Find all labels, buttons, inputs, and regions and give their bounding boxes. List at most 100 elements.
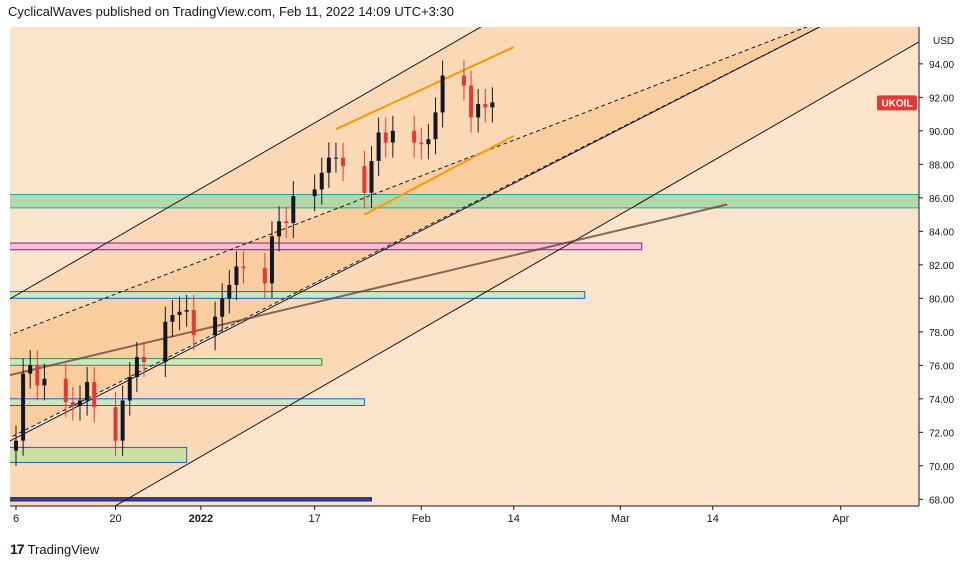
candle bbox=[241, 251, 246, 284]
y-tick-label: 70.00 bbox=[929, 462, 954, 473]
candle-body bbox=[213, 316, 218, 336]
candle bbox=[220, 283, 225, 332]
y-tick-label: 82.00 bbox=[929, 261, 954, 272]
candle-body bbox=[461, 75, 466, 86]
candle-body bbox=[85, 382, 90, 401]
candle-body bbox=[21, 373, 26, 441]
candle-body bbox=[433, 112, 438, 140]
y-tick-label: 72.00 bbox=[929, 428, 954, 439]
y-tick-label: 92.00 bbox=[929, 93, 954, 104]
candle-body bbox=[419, 142, 424, 145]
candle-body bbox=[262, 268, 267, 284]
candle-body bbox=[333, 157, 338, 159]
y-tick-label: 76.00 bbox=[929, 361, 954, 372]
candle bbox=[326, 142, 331, 188]
candle bbox=[120, 385, 125, 456]
y-tick-label: 74.00 bbox=[929, 395, 954, 406]
candle-body bbox=[42, 378, 47, 386]
last-price-tag: UKOIL bbox=[877, 95, 917, 111]
candle-body bbox=[227, 284, 232, 299]
candle bbox=[483, 88, 488, 123]
symbol-label: UKOIL bbox=[881, 98, 912, 109]
candle-body bbox=[191, 310, 196, 336]
candle bbox=[85, 366, 90, 416]
support-zone-4 bbox=[10, 398, 365, 407]
candle bbox=[63, 363, 68, 418]
candle bbox=[469, 70, 474, 133]
candle-body bbox=[35, 365, 40, 386]
candle bbox=[383, 117, 388, 158]
candle-body bbox=[326, 157, 331, 173]
brand-name: TradingView bbox=[27, 541, 100, 557]
candle-body bbox=[177, 311, 182, 316]
line-upper-mid bbox=[10, 27, 808, 336]
candle bbox=[476, 88, 481, 133]
candle bbox=[70, 387, 75, 421]
x-tick-label: 14 bbox=[707, 513, 719, 525]
candle bbox=[319, 157, 324, 205]
candle-body bbox=[92, 382, 97, 408]
candle-body bbox=[291, 196, 296, 223]
line-outer-upper bbox=[10, 27, 482, 300]
candle bbox=[490, 87, 495, 123]
support-zone-1 bbox=[10, 242, 643, 251]
candle-body bbox=[369, 160, 374, 193]
y-tick-label: 88.00 bbox=[929, 160, 954, 171]
line-lower-mid bbox=[10, 27, 820, 442]
candle-body bbox=[141, 356, 146, 362]
x-tick-label: 14 bbox=[508, 513, 520, 525]
y-tick-label: 94.00 bbox=[929, 60, 954, 71]
x-tick-label: Apr bbox=[832, 513, 849, 525]
candle bbox=[177, 296, 182, 331]
candle-body bbox=[113, 407, 118, 441]
candle-body bbox=[341, 157, 346, 167]
candle-body bbox=[284, 221, 289, 223]
candle-body bbox=[476, 104, 481, 118]
candle bbox=[35, 350, 40, 401]
candle bbox=[184, 294, 189, 327]
price-chart[interactable]: 68.00 70.00 72.00 74.00 76.00 78.00 80.00 82.00… bbox=[0, 0, 977, 530]
candle-body bbox=[163, 321, 168, 362]
candle-body bbox=[234, 266, 239, 285]
x-tick-label: 17 bbox=[309, 513, 321, 525]
candle-body bbox=[70, 402, 75, 406]
candle bbox=[376, 117, 381, 177]
candle-body bbox=[241, 266, 246, 269]
candle bbox=[213, 301, 218, 351]
y-tick-label: 78.00 bbox=[929, 328, 954, 339]
candle bbox=[92, 366, 97, 423]
candle bbox=[312, 174, 317, 212]
candle bbox=[28, 350, 33, 389]
candle bbox=[234, 251, 239, 300]
candle bbox=[163, 306, 168, 378]
candle bbox=[426, 124, 431, 160]
candle bbox=[113, 392, 118, 456]
candle bbox=[390, 115, 395, 158]
candle-body bbox=[469, 85, 474, 118]
x-tick-label: 6 bbox=[13, 513, 19, 525]
x-tick-label: Feb bbox=[412, 513, 431, 525]
support-zone-6 bbox=[10, 497, 373, 502]
candle bbox=[412, 115, 417, 158]
candle bbox=[14, 425, 18, 466]
footer: 17 TradingView bbox=[10, 541, 99, 557]
candle bbox=[362, 150, 367, 208]
candle-body bbox=[269, 236, 274, 284]
chart-svg[interactable]: 68.00 70.00 72.00 74.00 76.00 78.00 80.00 82.00… bbox=[0, 0, 977, 530]
tradingview-logo-icon: 17 bbox=[10, 541, 25, 557]
candle-body bbox=[170, 315, 175, 322]
candle-body bbox=[412, 130, 417, 143]
y-tick-label: 80.00 bbox=[929, 294, 954, 305]
candle bbox=[419, 127, 424, 160]
x-tick-label: Mar bbox=[611, 513, 630, 525]
line-orange-upper bbox=[335, 46, 515, 131]
candle bbox=[291, 181, 296, 239]
candle bbox=[127, 361, 132, 416]
candle bbox=[21, 358, 26, 456]
candle bbox=[269, 221, 274, 299]
publish-info: CyclicalWaves published on TradingView.c… bbox=[8, 4, 454, 19]
y-tick-label: 84.00 bbox=[929, 227, 954, 238]
candle-body bbox=[312, 189, 317, 197]
currency-label: USD bbox=[933, 36, 954, 47]
candle bbox=[277, 206, 282, 252]
